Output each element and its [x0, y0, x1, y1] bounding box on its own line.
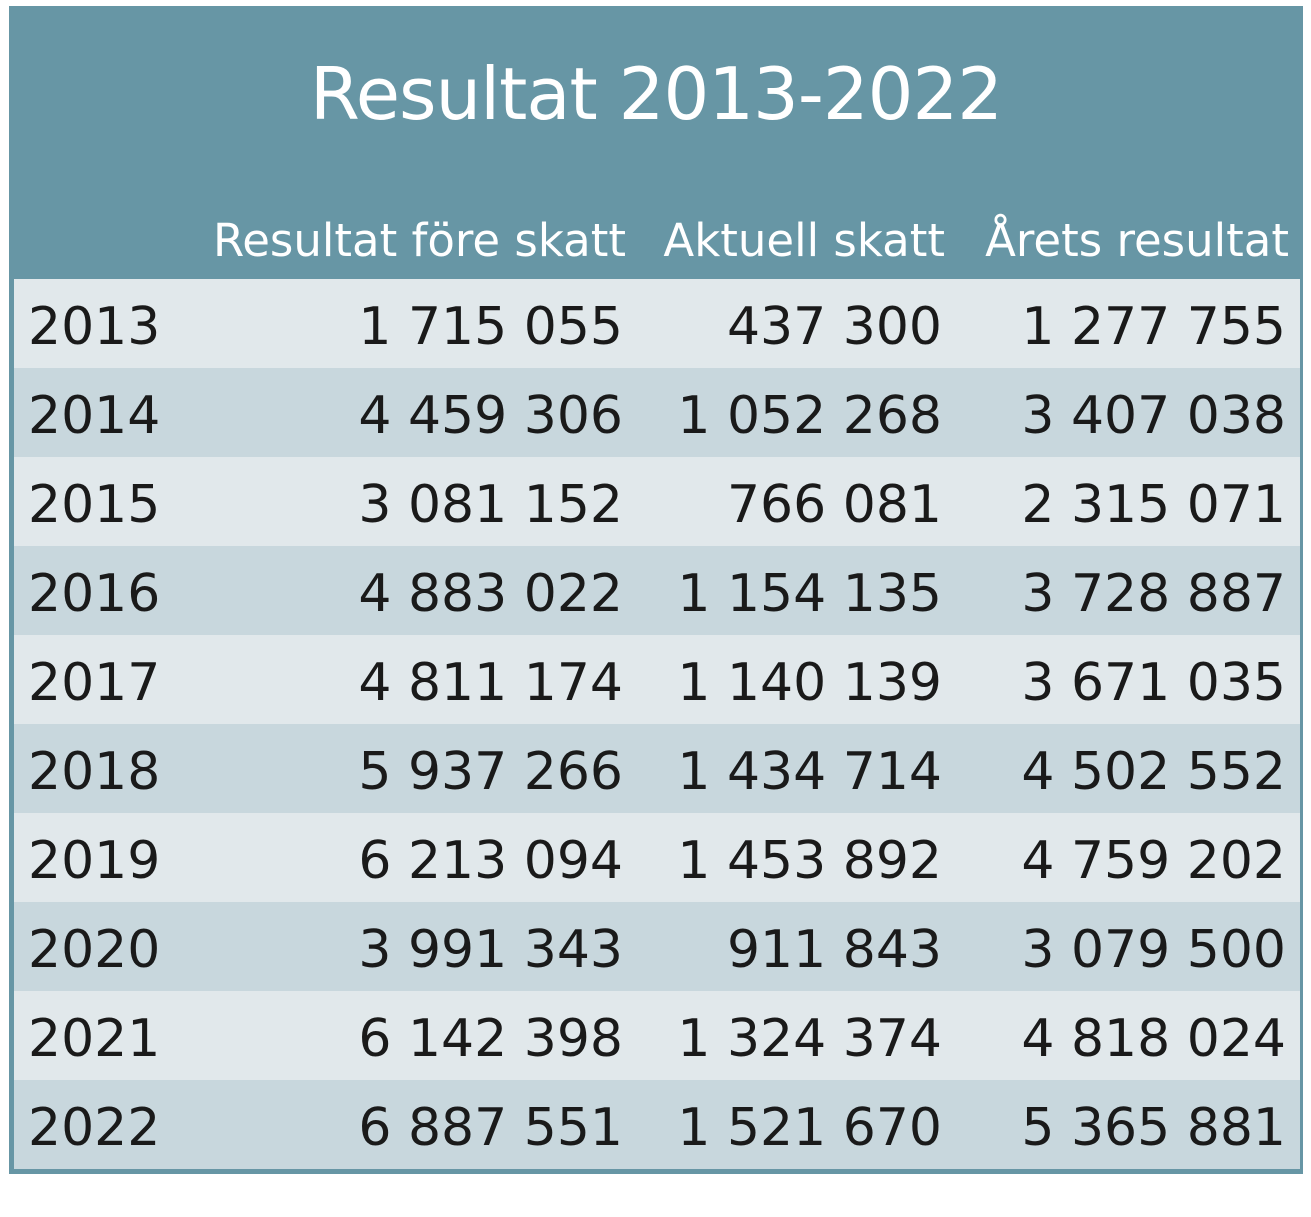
- result-before-tax-cell: 3 081 152: [358, 475, 623, 535]
- table-row: 2020 3 991 343 911 843 3 079 500: [14, 902, 1300, 991]
- column-header-year-result: Årets resultat: [985, 214, 1289, 267]
- table-header-row: Resultat före skatt Aktuell skatt Årets …: [9, 211, 1303, 271]
- table-row: 2014 4 459 306 1 052 268 3 407 038: [14, 368, 1300, 457]
- year-cell: 2018: [28, 742, 161, 802]
- result-before-tax-cell: 6 213 094: [358, 831, 623, 891]
- year-result-cell: 4 759 202: [1021, 831, 1286, 891]
- year-cell: 2019: [28, 831, 161, 891]
- current-tax-cell: 1 434 714: [677, 742, 942, 802]
- year-result-cell: 5 365 881: [1021, 1098, 1286, 1158]
- current-tax-cell: 1 324 374: [677, 1009, 942, 1069]
- column-header-result-before-tax: Resultat före skatt: [212, 214, 626, 267]
- current-tax-cell: 1 453 892: [677, 831, 942, 891]
- year-result-cell: 2 315 071: [1021, 475, 1286, 535]
- result-before-tax-cell: 1 715 055: [358, 297, 623, 357]
- year-cell: 2014: [28, 386, 161, 446]
- year-cell: 2020: [28, 920, 161, 980]
- table-row: 2015 3 081 152 766 081 2 315 071: [14, 457, 1300, 546]
- current-tax-cell: 911 843: [726, 920, 942, 980]
- result-before-tax-cell: 5 937 266: [358, 742, 623, 802]
- year-cell: 2017: [28, 653, 161, 713]
- table-row: 2021 6 142 398 1 324 374 4 818 024: [14, 991, 1300, 1080]
- table-row: 2017 4 811 174 1 140 139 3 671 035: [14, 635, 1300, 724]
- result-before-tax-cell: 3 991 343: [358, 920, 623, 980]
- year-cell: 2015: [28, 475, 161, 535]
- result-before-tax-cell: 4 459 306: [358, 386, 623, 446]
- result-before-tax-cell: 6 887 551: [358, 1098, 623, 1158]
- year-result-cell: 3 728 887: [1021, 564, 1286, 624]
- year-result-cell: 1 277 755: [1021, 297, 1286, 357]
- results-table: Resultat 2013-2022 Resultat före skatt A…: [9, 6, 1303, 1174]
- result-before-tax-cell: 4 883 022: [358, 564, 623, 624]
- table-row: 2013 1 715 055 437 300 1 277 755: [14, 279, 1300, 368]
- year-result-cell: 3 671 035: [1021, 653, 1286, 713]
- year-cell: 2022: [28, 1098, 161, 1158]
- current-tax-cell: 1 140 139: [677, 653, 942, 713]
- current-tax-cell: 766 081: [726, 475, 942, 535]
- table-title: Resultat 2013-2022: [309, 52, 1003, 136]
- year-cell: 2016: [28, 564, 161, 624]
- column-header-current-tax: Aktuell skatt: [663, 214, 945, 267]
- table-row: 2018 5 937 266 1 434 714 4 502 552: [14, 724, 1300, 813]
- year-result-cell: 3 407 038: [1021, 386, 1286, 446]
- year-result-cell: 4 818 024: [1021, 1009, 1286, 1069]
- year-result-cell: 3 079 500: [1021, 920, 1286, 980]
- current-tax-cell: 1 154 135: [677, 564, 942, 624]
- year-cell: 2021: [28, 1009, 161, 1069]
- table-row: 2019 6 213 094 1 453 892 4 759 202: [14, 813, 1300, 902]
- current-tax-cell: 437 300: [726, 297, 942, 357]
- current-tax-cell: 1 052 268: [677, 386, 942, 446]
- table-row: 2016 4 883 022 1 154 135 3 728 887: [14, 546, 1300, 635]
- table-row: 2022 6 887 551 1 521 670 5 365 881: [14, 1080, 1300, 1169]
- table-body: 2013 1 715 055 437 300 1 277 755 2014 4 …: [14, 279, 1300, 1169]
- result-before-tax-cell: 4 811 174: [358, 653, 623, 713]
- year-result-cell: 4 502 552: [1021, 742, 1286, 802]
- result-before-tax-cell: 6 142 398: [358, 1009, 623, 1069]
- year-cell: 2013: [28, 297, 161, 357]
- current-tax-cell: 1 521 670: [677, 1098, 942, 1158]
